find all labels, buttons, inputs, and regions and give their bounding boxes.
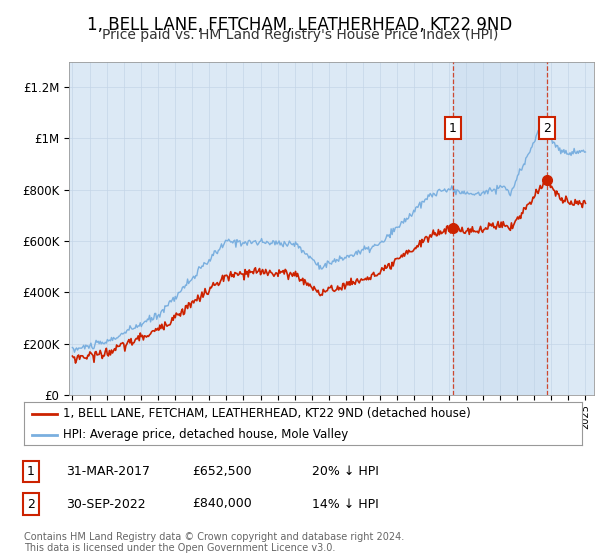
Text: £840,000: £840,000 [192,497,252,511]
Text: HPI: Average price, detached house, Mole Valley: HPI: Average price, detached house, Mole… [63,428,349,441]
Text: £652,500: £652,500 [192,465,251,478]
Text: 1: 1 [27,465,35,478]
Text: 2: 2 [27,497,35,511]
Text: 1, BELL LANE, FETCHAM, LEATHERHEAD, KT22 9ND (detached house): 1, BELL LANE, FETCHAM, LEATHERHEAD, KT22… [63,407,471,420]
Text: 1, BELL LANE, FETCHAM, LEATHERHEAD, KT22 9ND: 1, BELL LANE, FETCHAM, LEATHERHEAD, KT22… [88,16,512,34]
Text: 2: 2 [543,122,551,135]
Text: Contains HM Land Registry data © Crown copyright and database right 2024.
This d: Contains HM Land Registry data © Crown c… [24,531,404,553]
Bar [453,62,547,395]
Text: 1: 1 [449,122,457,135]
Text: 31-MAR-2017: 31-MAR-2017 [66,465,150,478]
Text: 30-SEP-2022: 30-SEP-2022 [66,497,146,511]
Text: Price paid vs. HM Land Registry's House Price Index (HPI): Price paid vs. HM Land Registry's House … [102,28,498,42]
Text: 14% ↓ HPI: 14% ↓ HPI [312,497,379,511]
Text: 20% ↓ HPI: 20% ↓ HPI [312,465,379,478]
